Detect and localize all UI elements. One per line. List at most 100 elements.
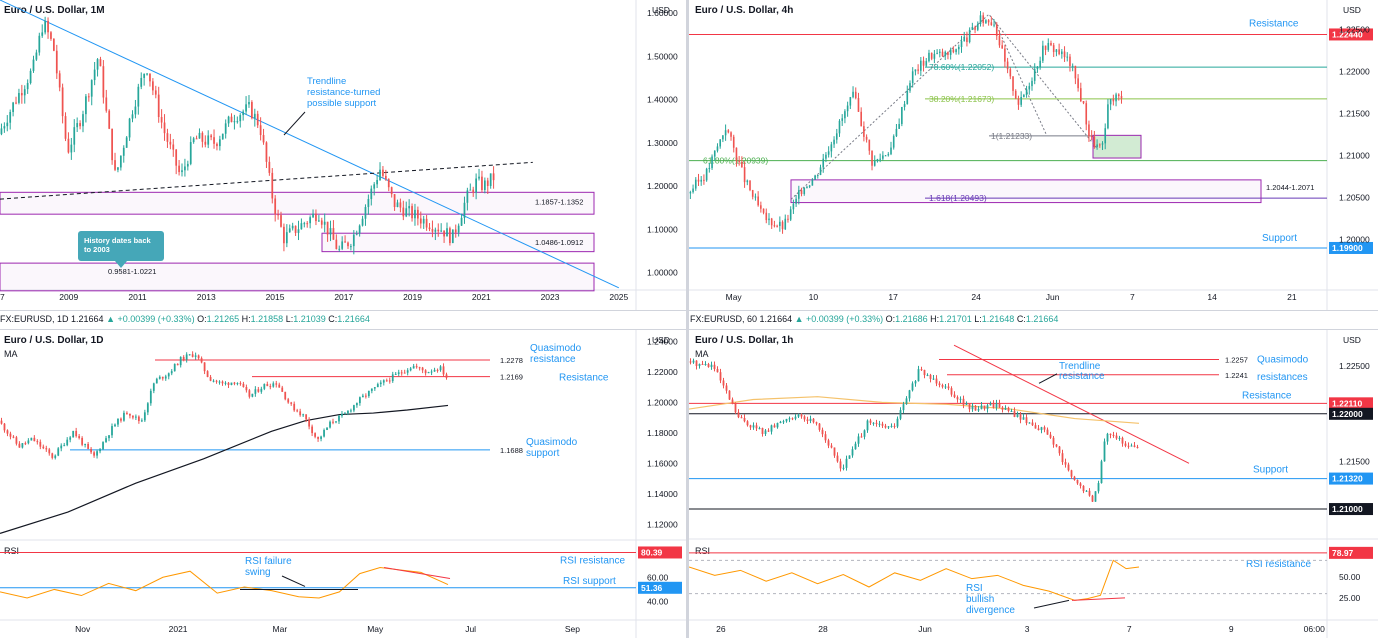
h1-chart-svg[interactable]: Euro / U.S. Dollar, 1h MA USD 1.2257 1.2241 Q…: [689, 330, 1378, 638]
price-tag: [1329, 241, 1373, 254]
candle-body: [245, 104, 247, 112]
rsi-label: RSI: [4, 546, 19, 556]
candle-body: [800, 414, 803, 417]
candle-body: [785, 418, 788, 422]
candle-body: [102, 442, 104, 450]
x-tick-label: 07: [0, 292, 5, 302]
candle-body: [81, 438, 84, 445]
candle-body: [824, 434, 827, 441]
candle-body: [418, 367, 421, 369]
chart-panel-1h[interactable]: Euro / U.S. Dollar, 1h MA USD 1.2257 1.2241 Q…: [689, 330, 1378, 638]
candle-body: [437, 229, 440, 232]
candle-body: [887, 426, 890, 428]
candle-body: [965, 403, 968, 405]
candle-body: [287, 399, 290, 403]
candle-body: [851, 449, 854, 456]
candle-body: [740, 417, 743, 419]
candle-body: [895, 128, 898, 137]
candle-body: [765, 212, 768, 221]
candle-body: [872, 422, 875, 424]
candle-body: [711, 156, 713, 168]
candle-body: [85, 96, 87, 115]
candle-body: [884, 155, 887, 157]
annotation-arrow: [1033, 599, 1070, 609]
candle-body: [384, 175, 387, 180]
candle-body: [957, 46, 960, 50]
candle-body: [779, 221, 781, 227]
fibonacci-label: 78.60%(1.22052): [929, 62, 994, 72]
candle-body: [230, 382, 233, 385]
candle-body: [1066, 56, 1069, 58]
candle-body: [980, 405, 983, 410]
candle-body: [329, 421, 331, 428]
candle-body: [314, 433, 316, 437]
candle-body: [189, 142, 192, 164]
candle-body: [873, 161, 876, 166]
candle-body: [1071, 65, 1074, 67]
candle-body: [1058, 49, 1060, 55]
symbol-info-right: FX:EURUSD, 60 1.21664 ▲ +0.00399 (+0.33%…: [690, 314, 1058, 324]
candle-body: [971, 26, 974, 30]
candle-body: [1031, 422, 1034, 426]
y-tick-label: 1.40000: [647, 95, 678, 105]
candle-body: [1007, 407, 1010, 412]
candle-body: [82, 114, 84, 127]
candle-body: [700, 179, 703, 182]
rsi-tick-label: 60.00: [647, 572, 669, 582]
price-tag: [1329, 397, 1373, 410]
candle-body: [218, 381, 221, 383]
price-tag: [638, 581, 682, 594]
candle-body: [1020, 96, 1022, 105]
candle-body: [0, 128, 3, 135]
candle-body: [489, 173, 492, 186]
candle-body: [306, 223, 309, 225]
candle-body: [341, 413, 343, 416]
candle-body: [925, 61, 928, 66]
h4-chart-svg[interactable]: Euro / U.S. Dollar, 4h USD Resistance 1.224…: [689, 0, 1378, 310]
candle-body: [743, 417, 746, 422]
candle-body: [971, 405, 974, 410]
candle-body: [93, 69, 96, 81]
candle-body: [272, 383, 275, 387]
candle-body: [902, 404, 905, 411]
candle-body: [949, 49, 952, 55]
chart-panel-daily[interactable]: Euro / U.S. Dollar, 1D MA USD 1.2278 Quasimo…: [0, 330, 686, 638]
x-tick-label: 2023: [541, 292, 560, 302]
candle-body: [424, 370, 427, 374]
candle-body: [72, 430, 75, 438]
candle-body: [299, 411, 302, 416]
candle-body: [716, 146, 719, 151]
candle-body: [788, 418, 791, 420]
chart-panel-4h[interactable]: Euro / U.S. Dollar, 4h USD Resistance 1.224…: [689, 0, 1378, 310]
candle-body: [849, 97, 852, 106]
candle-body: [1036, 67, 1039, 70]
candle-body: [1098, 144, 1101, 146]
candle-body: [50, 32, 52, 39]
candle-body: [341, 241, 344, 249]
chart-panel-monthly[interactable]: Euro / U.S. Dollar, 1M USD 1.1857-1.1352 1.…: [0, 0, 686, 310]
candle-body: [160, 117, 163, 123]
monthly-chart-svg[interactable]: Euro / U.S. Dollar, 1M USD 1.1857-1.1352 1.…: [0, 0, 686, 310]
candle-body: [387, 179, 390, 188]
quasimodo-support-label: support: [526, 448, 560, 459]
currency-label: USD: [1343, 335, 1361, 345]
candle-body: [854, 91, 857, 99]
open-label: O:: [197, 314, 207, 324]
candle-body: [251, 393, 254, 397]
y-tick-label: 1.14000: [647, 489, 678, 499]
candle-body: [54, 455, 57, 458]
demand-zone: [0, 262, 595, 292]
candle-body: [1016, 414, 1019, 418]
candle-body: [887, 154, 890, 156]
candle-body: [814, 175, 816, 180]
candle-body: [323, 430, 325, 437]
candle-body: [995, 403, 998, 408]
candle-body: [1077, 78, 1079, 89]
daily-chart-svg[interactable]: Euro / U.S. Dollar, 1D MA USD 1.2278 Quasimo…: [0, 330, 686, 638]
trendline-annotation: Trendline: [307, 76, 346, 87]
y-tick-label: 1.21500: [1339, 108, 1370, 118]
candle-body: [871, 150, 873, 166]
candle-body: [959, 398, 962, 400]
rsi-divergence-line: [1071, 597, 1126, 601]
candle-body: [347, 410, 349, 414]
